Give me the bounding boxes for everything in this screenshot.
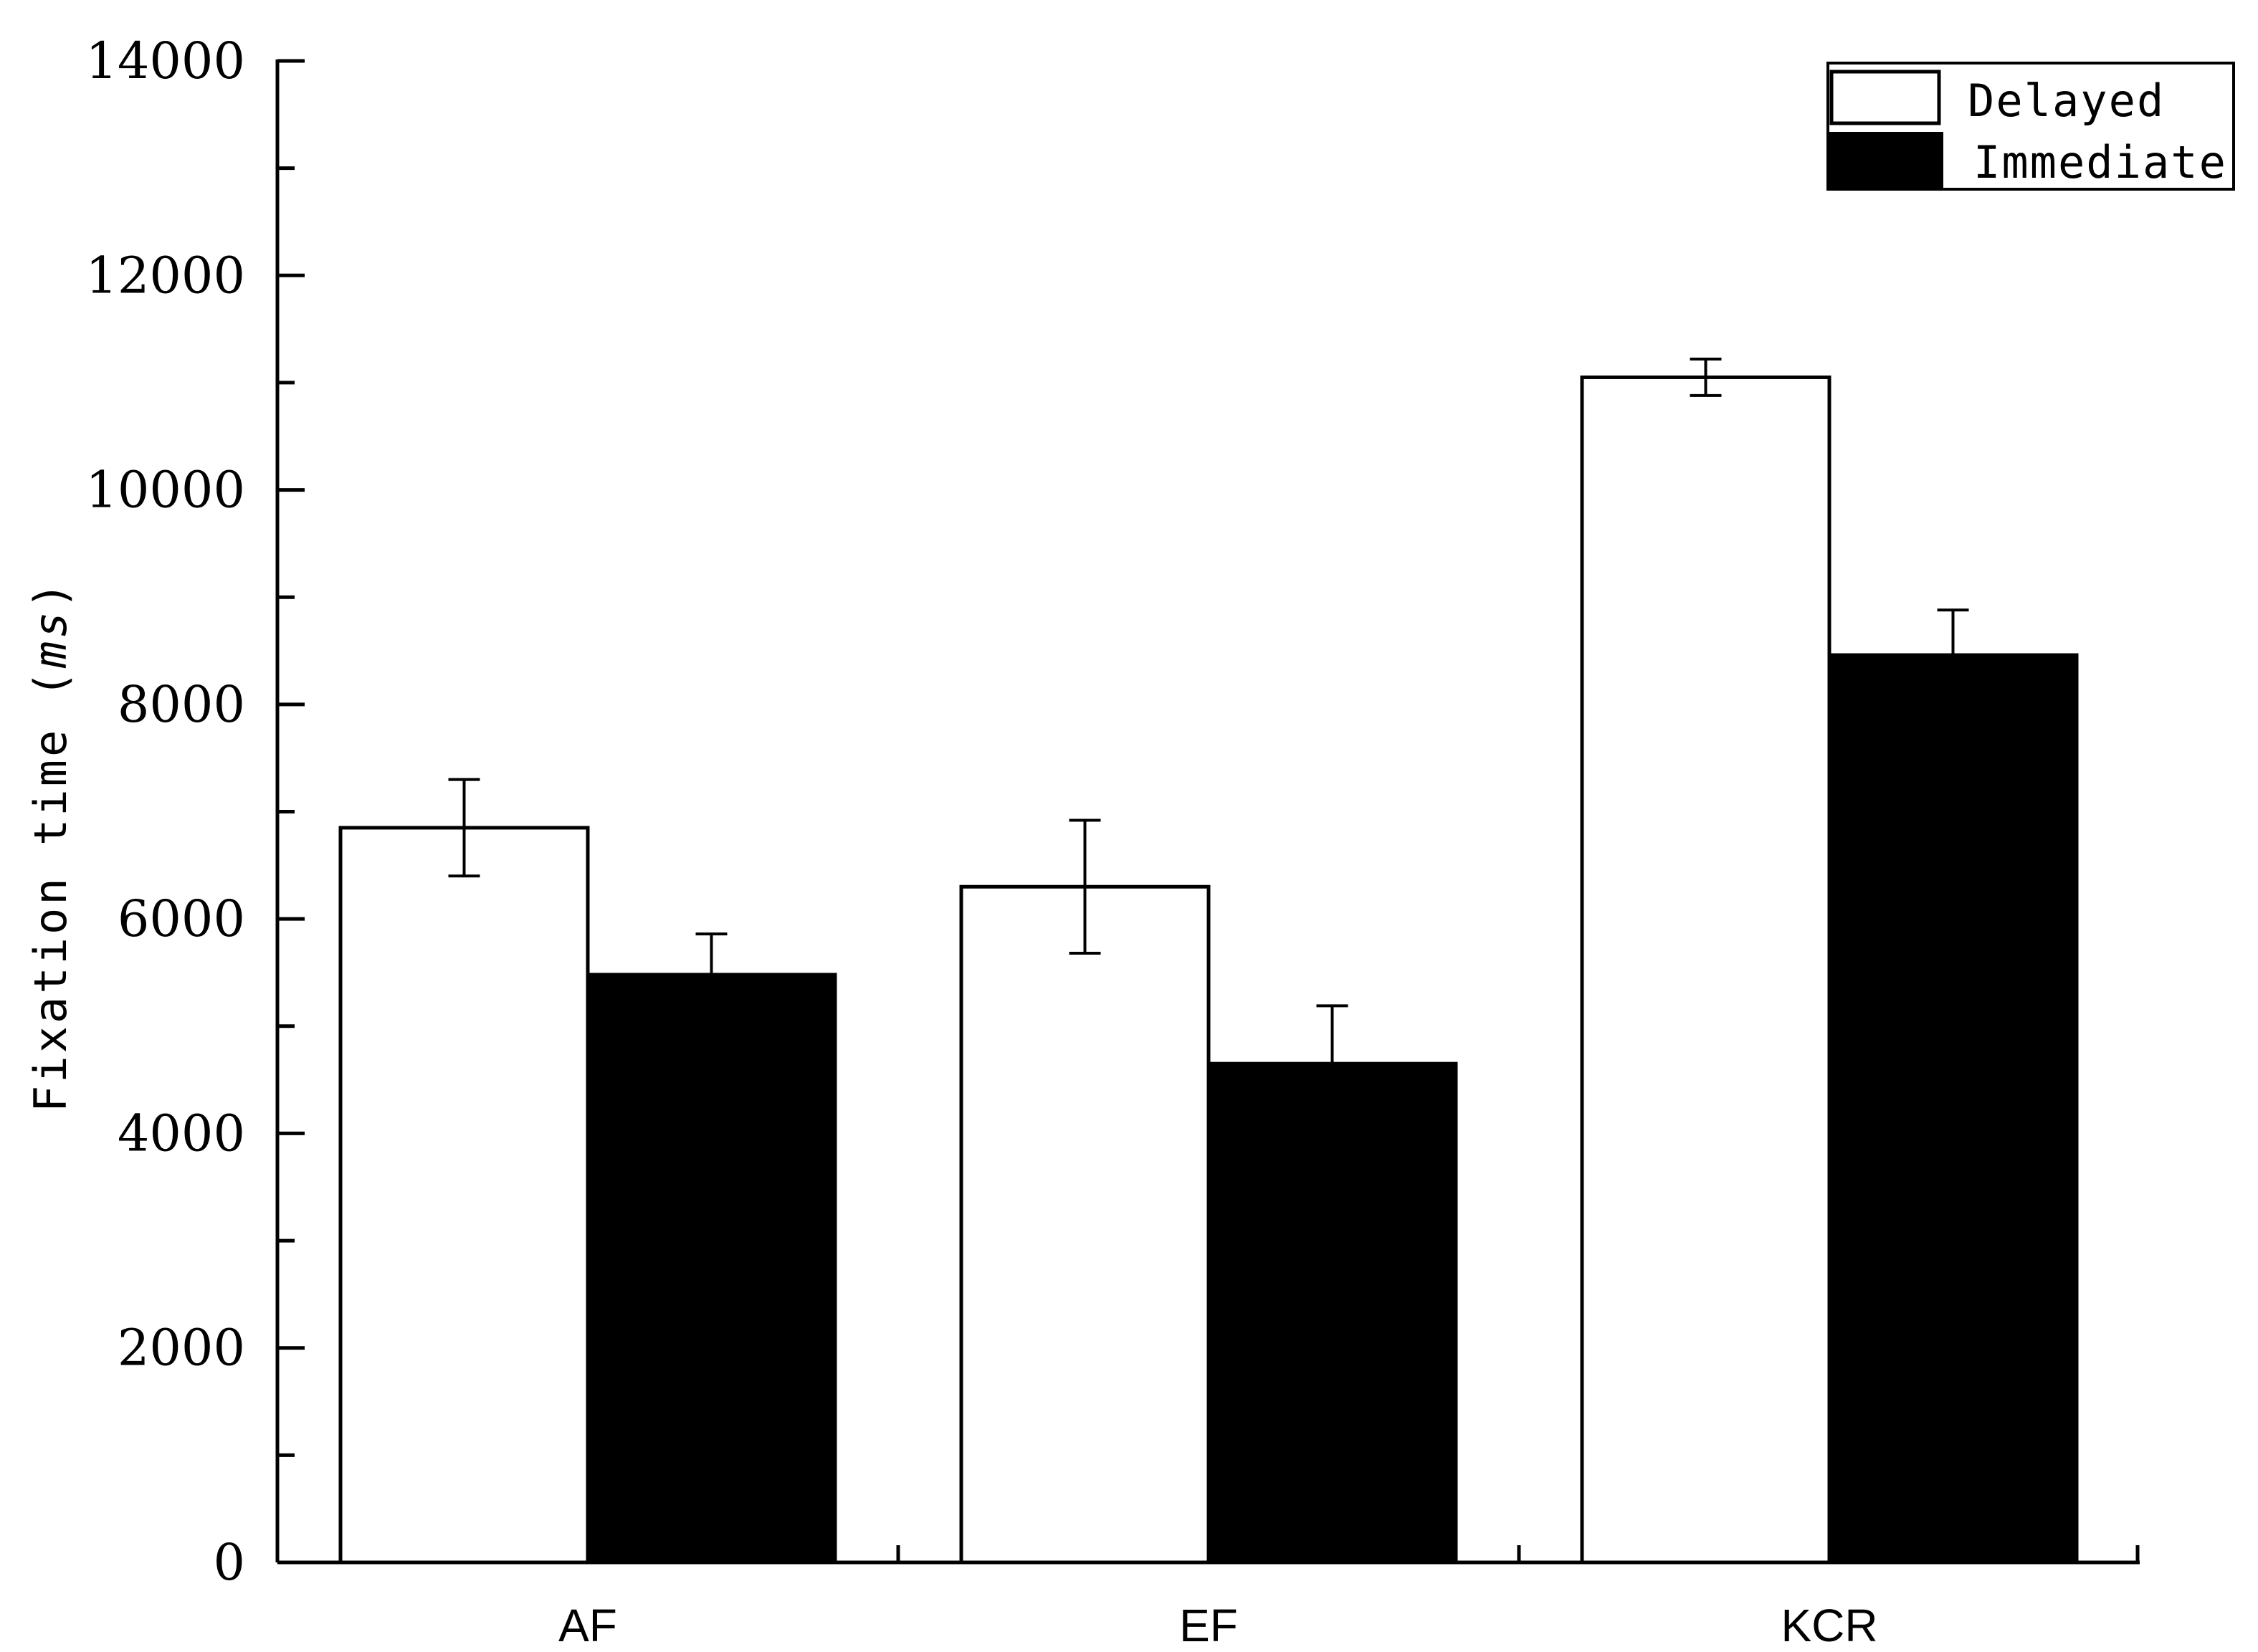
bars xyxy=(338,375,2079,1565)
y-axis-label-unit: ms xyxy=(24,608,77,669)
bar-delayed-kcr xyxy=(1580,375,1831,1565)
y-axis-label-paren-close: ) xyxy=(24,579,77,608)
y-tick-label: 14000 xyxy=(85,32,245,90)
legend-label-immediate: Immediate xyxy=(1973,136,2227,188)
bar-delayed-ef xyxy=(959,884,1211,1565)
y-axis-label-text: Fixation time xyxy=(24,727,77,1112)
y-tick-label: 6000 xyxy=(118,889,245,948)
legend: Delayed Immediate xyxy=(1826,62,2235,191)
bar-delayed-af xyxy=(338,826,590,1565)
y-tick-label: 2000 xyxy=(118,1319,245,1378)
x-tick-label: KCR xyxy=(1781,1600,1877,1651)
y-tick-label: 12000 xyxy=(85,246,245,305)
bar-immediate-af xyxy=(586,973,837,1565)
bar-immediate-kcr xyxy=(1827,653,2079,1565)
legend-swatch-delayed xyxy=(1829,70,1941,125)
legend-label-delayed: Delayed xyxy=(1968,75,2165,127)
y-axis-label: Fixation time (ms) xyxy=(24,579,77,1112)
x-tick-label: EF xyxy=(1179,1600,1238,1651)
bar-immediate-ef xyxy=(1206,1061,1458,1565)
x-tick-label: AF xyxy=(558,1600,617,1651)
y-tick-label: 0 xyxy=(213,1533,245,1592)
y-tick-label: 8000 xyxy=(118,675,245,734)
y-tick-label: 10000 xyxy=(85,461,245,520)
y-tick-label: 4000 xyxy=(118,1104,245,1162)
error-bars xyxy=(448,358,1969,1064)
y-axis-label-paren-open: ( xyxy=(24,668,77,697)
tick-labels: 0 2000 4000 6000 8000 10000 12000 14000 AF EF KCR xyxy=(85,32,1877,1651)
legend-swatch-immediate xyxy=(1829,132,1943,189)
